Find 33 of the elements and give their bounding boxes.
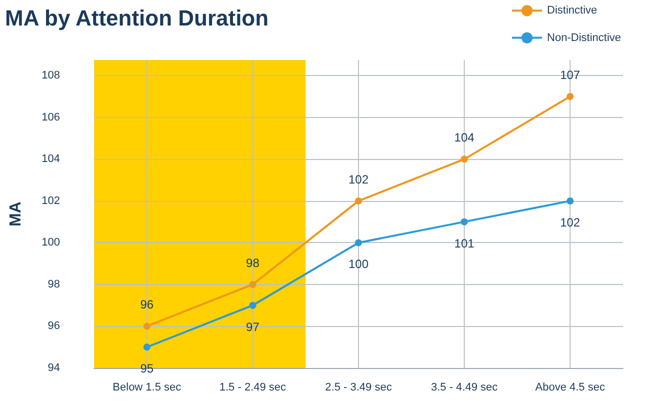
y-tick-label: 104 bbox=[42, 153, 60, 166]
data-label: 102 bbox=[560, 215, 580, 230]
point bbox=[143, 322, 150, 330]
point bbox=[566, 93, 574, 100]
y-axis-title: MA bbox=[8, 201, 24, 226]
point bbox=[355, 239, 362, 246]
y-tick-label: 106 bbox=[42, 111, 60, 124]
chart-title: MA by Attention Duration bbox=[5, 6, 269, 30]
point bbox=[460, 218, 468, 226]
data-label: 100 bbox=[348, 257, 369, 272]
data-label: 104 bbox=[454, 130, 475, 145]
y-tick-label: 94 bbox=[48, 362, 60, 374]
data-label: 101 bbox=[454, 236, 475, 250]
point bbox=[249, 302, 256, 309]
legend-label: Distinctive bbox=[547, 4, 598, 17]
legend-label: Non-Distinctive bbox=[547, 32, 622, 44]
data-label: 107 bbox=[560, 68, 580, 82]
point bbox=[355, 197, 362, 204]
x-tick-label: Above 4.5 sec bbox=[535, 382, 606, 394]
y-tick-label: 96 bbox=[48, 320, 60, 332]
point bbox=[249, 280, 256, 288]
y-tick-label: 98 bbox=[48, 278, 60, 290]
y-tick-label: 100 bbox=[42, 236, 60, 249]
x-tick-label: 1.5 - 2.49 sec bbox=[219, 382, 287, 394]
x-tick-label: Below 1.5 sec bbox=[112, 382, 182, 394]
point bbox=[460, 156, 468, 163]
x-tick-label: 2.5 - 3.49 sec bbox=[325, 382, 392, 394]
point bbox=[143, 344, 150, 351]
point bbox=[566, 197, 574, 204]
data-label: 102 bbox=[348, 172, 369, 186]
y-tick-label: 108 bbox=[42, 70, 60, 82]
x-tick-label: 3.5 - 4.49 sec bbox=[430, 382, 498, 394]
y-tick-label: 102 bbox=[42, 194, 60, 207]
